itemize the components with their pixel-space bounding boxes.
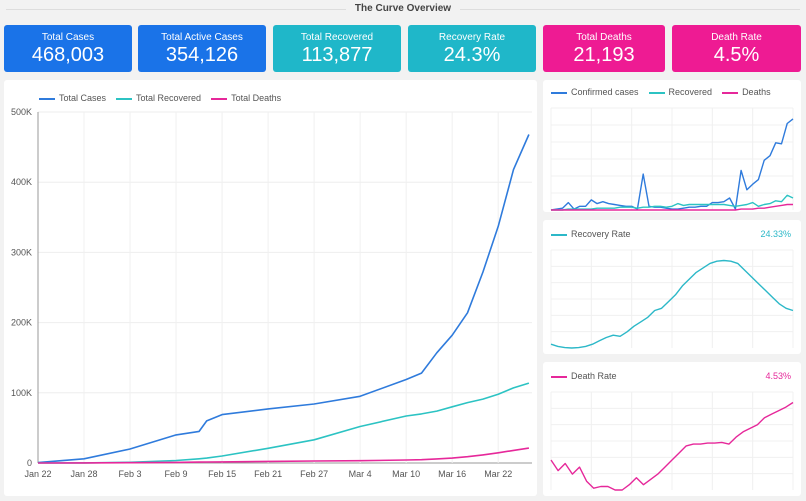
legend-deaths[interactable]: Deaths (722, 87, 771, 97)
kpi-card: Recovery Rate 24.3% (408, 25, 536, 72)
kpi-label: Total Cases (41, 32, 95, 43)
legend-recovered[interactable]: Recovered (648, 87, 712, 97)
x-tick-label: Mar 22 (484, 469, 512, 479)
daily-chart-card: Confirmed cases Recovered Deaths (543, 80, 801, 212)
x-tick-label: Mar 16 (438, 469, 466, 479)
x-tick-label: Mar 4 (349, 469, 372, 479)
kpi-label: Recovery Rate (438, 32, 506, 43)
x-tick-label: Jan 28 (71, 469, 98, 479)
x-tick-label: Mar 10 (392, 469, 420, 479)
kpi-card: Total Active Cases 354,126 (138, 25, 266, 72)
y-tick-label: 200K (11, 318, 32, 328)
kpi-value: 468,003 (31, 44, 105, 66)
kpi-value: 113,877 (301, 44, 373, 66)
kpi-value: 354,126 (165, 44, 239, 66)
series-line-death-rate (550, 401, 794, 491)
x-tick-label: Feb 27 (300, 469, 328, 479)
kpi-label: Total Recovered (300, 32, 374, 43)
divider (460, 9, 800, 10)
kpi-card: Total Cases 468,003 (4, 25, 132, 72)
kpi-value: 24.3% (443, 44, 501, 66)
x-tick-label: Feb 15 (208, 469, 236, 479)
legend-total-deaths[interactable]: Total Deaths (211, 93, 281, 103)
y-tick-label: 0 (27, 458, 32, 468)
daily-line-chart (550, 107, 794, 211)
legend-confirmed[interactable]: Confirmed cases (551, 87, 639, 97)
divider (6, 9, 346, 10)
page-title: The Curve Overview (354, 3, 452, 14)
legend-total-recovered[interactable]: Total Recovered (116, 93, 201, 103)
main-chart-card: Total Cases Total Recovered Total Deaths… (4, 80, 537, 496)
recovery-rate-card: Recovery Rate 24.33% (543, 220, 801, 354)
x-tick-label: Jan 22 (24, 469, 51, 479)
kpi-label: Death Rate (711, 32, 762, 43)
series-line-recovery-rate (550, 259, 794, 349)
legend-recovery-rate[interactable]: Recovery Rate (551, 229, 631, 239)
death-rate-card: Death Rate 4.53% (543, 362, 801, 496)
kpi-label: Total Deaths (576, 32, 632, 43)
x-tick-label: Feb 9 (165, 469, 188, 479)
death-rate-chart (550, 391, 794, 491)
y-tick-label: 400K (11, 177, 32, 187)
series-line-total-cases (37, 134, 530, 464)
y-tick-label: 500K (11, 107, 32, 117)
x-tick-label: Feb 3 (119, 469, 142, 479)
kpi-label: Total Active Cases (161, 32, 243, 43)
kpi-value: 21,193 (573, 44, 635, 66)
x-tick-label: Feb 21 (254, 469, 282, 479)
main-line-chart: 0 100K 200K 300K 400K 500K Jan 22 Jan 28 Feb 3 Fe… (11, 107, 532, 479)
y-tick-label: 300K (11, 247, 32, 257)
legend-total-cases[interactable]: Total Cases (39, 93, 106, 103)
series-line-recovered (551, 194, 794, 211)
kpi-card: Total Deaths 21,193 (543, 25, 665, 72)
kpi-value: 4.5% (713, 44, 760, 66)
recovery-rate-chart (550, 249, 794, 349)
series-line-total-recovered (37, 382, 530, 464)
series-line-confirmed-cases (550, 118, 794, 211)
death-rate-value: 4.53% (765, 371, 791, 381)
kpi-card: Total Recovered 113,877 (273, 25, 401, 72)
series-line-total-deaths (37, 447, 530, 464)
legend-death-rate[interactable]: Death Rate (551, 371, 617, 381)
series-line-deaths (551, 203, 793, 211)
y-tick-label: 100K (11, 388, 32, 398)
recovery-rate-value: 24.33% (760, 229, 791, 239)
kpi-card: Death Rate 4.5% (672, 25, 801, 72)
